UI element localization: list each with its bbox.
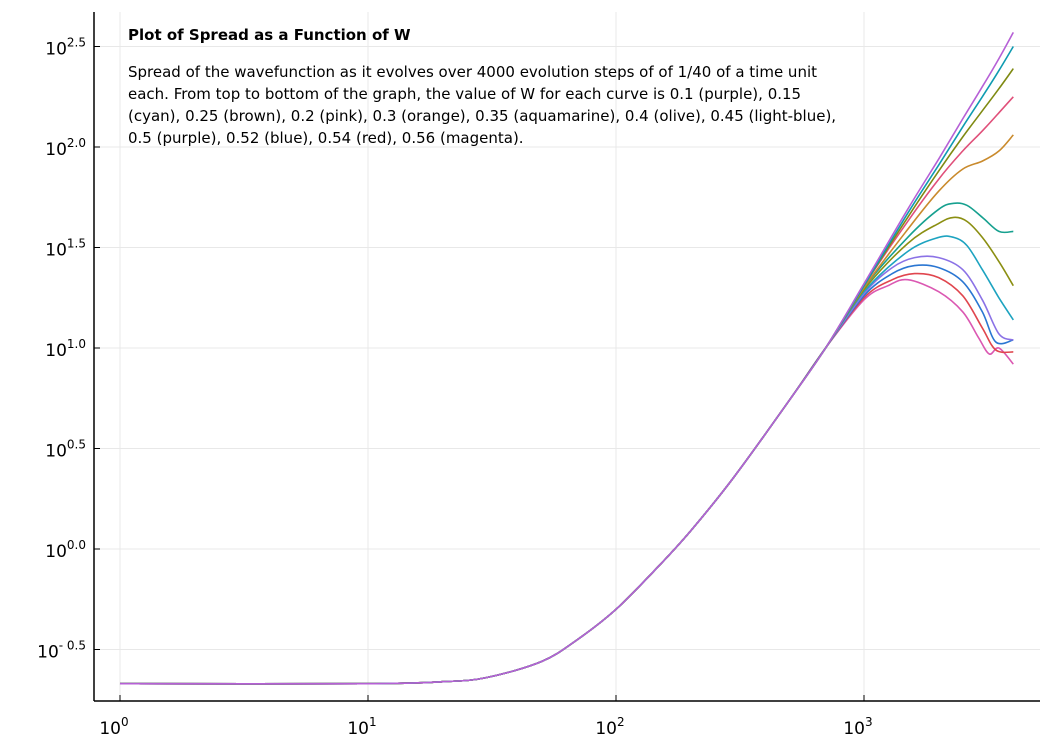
series-line-w-0-5 [119, 255, 1014, 685]
series-line-w-0-2 [119, 96, 1014, 685]
y-tick-label: 10- 0.5 [37, 639, 86, 663]
y-tick-label: 102.5 [45, 36, 86, 60]
x-tick-label: 103 [843, 715, 872, 739]
plot-annotation: Plot of Spread as a Function of W Spread… [128, 26, 848, 149]
series-group [119, 32, 1015, 685]
axes [93, 12, 1040, 702]
y-tick-label: 100.5 [45, 438, 86, 462]
grid [94, 12, 1040, 701]
series-line-w-0-3 [119, 134, 1014, 685]
series-line-w-0-25 [119, 68, 1014, 685]
y-tick-label: 101.5 [45, 237, 86, 261]
y-tick-label: 100.0 [45, 538, 86, 562]
series-line-w-0-56 [119, 278, 1014, 685]
y-tick-labels: 102.5 102.0 101.5 101.0 100.5 100.0 10- 0.5 [37, 36, 100, 663]
y-tick-label: 101.0 [45, 337, 86, 361]
series-line-w-0-4 [119, 216, 1014, 685]
series-line-w-0-54 [119, 272, 1014, 685]
x-tick-label: 101 [347, 715, 376, 739]
x-tick-labels: 100 101 102 103 [99, 695, 873, 739]
series-line-w-0-52 [119, 264, 1014, 685]
x-tick-label: 100 [99, 715, 128, 739]
y-tick-label: 102.0 [45, 136, 86, 160]
x-tick-label: 102 [595, 715, 624, 739]
series-line-w-0-45 [119, 235, 1014, 685]
series-line-w-0-1 [119, 32, 1015, 685]
chart-title: Plot of Spread as a Function of W [128, 26, 411, 44]
chart-description: Spread of the wavefunction as it evolves… [128, 63, 837, 147]
